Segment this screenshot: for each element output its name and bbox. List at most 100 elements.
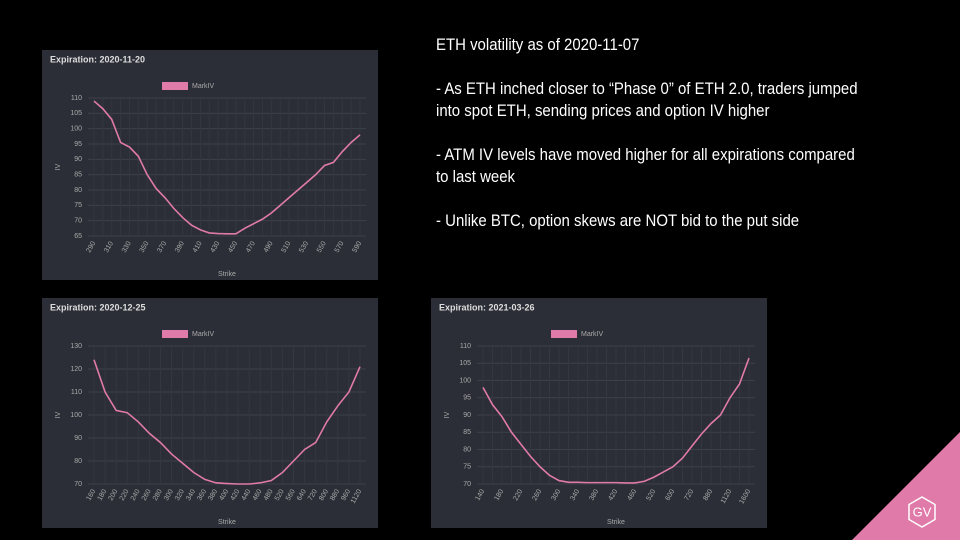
y-tick-label: 70 — [74, 218, 82, 225]
legend-label: MarkIV — [192, 83, 215, 90]
y-tick-label: 120 — [70, 366, 82, 373]
x-tick-label: 370 — [156, 240, 168, 254]
legend-swatch — [162, 330, 188, 338]
x-tick-label: 720 — [307, 488, 319, 502]
bullet: - Unlike BTC, option skews are NOT bid t… — [436, 211, 800, 230]
x-tick-label: 380 — [588, 488, 600, 502]
x-tick-label: 220 — [119, 488, 131, 502]
chart-panel — [42, 298, 378, 528]
y-tick-label: 75 — [463, 464, 471, 471]
text-block: ETH volatility as of 2020-11-07 - As ETH… — [436, 34, 867, 254]
x-tick-label: 520 — [274, 488, 286, 502]
x-tick-label: 180 — [493, 488, 505, 502]
x-tick-label: 280 — [152, 488, 164, 502]
x-tick-label: 300 — [163, 488, 175, 502]
y-tick-label: 105 — [70, 110, 82, 117]
y-tick-label: 90 — [74, 156, 82, 163]
x-tick-label: 960 — [340, 488, 352, 502]
x-tick-label: 420 — [230, 488, 242, 502]
x-tick-label: 240 — [130, 488, 142, 502]
x-tick-label: 800 — [318, 488, 330, 502]
x-tick-label: 350 — [139, 240, 151, 254]
x-tick-label: 310 — [103, 240, 115, 254]
x-tick-label: 330 — [121, 240, 133, 254]
x-tick-label: 200 — [108, 488, 120, 502]
x-tick-label: 180 — [97, 488, 109, 502]
x-tick-label: 420 — [607, 488, 619, 502]
x-tick-label: 140 — [474, 488, 486, 502]
y-tick-label: 110 — [460, 343, 471, 350]
logo: GV — [913, 504, 932, 519]
y-tick-label: 100 — [459, 377, 471, 384]
x-tick-label: 460 — [252, 488, 264, 502]
x-tick-label: 260 — [531, 488, 543, 502]
x-tick-label: 490 — [263, 240, 275, 254]
y-tick-label: 80 — [74, 187, 82, 194]
x-tick-label: 300 — [550, 488, 562, 502]
y-tick-label: 105 — [459, 360, 471, 367]
bullet: - As ETH inched closer to “Phase 0” of E… — [436, 79, 858, 120]
y-tick-label: 80 — [463, 446, 471, 453]
x-tick-label: 410 — [192, 240, 204, 254]
y-tick-label: 80 — [74, 458, 82, 465]
x-tick-label: 480 — [263, 488, 275, 502]
x-axis-label: Strike — [218, 519, 236, 526]
y-tick-label: 70 — [74, 481, 82, 488]
corner-decoration — [852, 432, 960, 540]
x-tick-label: 320 — [174, 488, 186, 502]
x-tick-label: 720 — [683, 488, 695, 502]
y-tick-label: 100 — [70, 412, 82, 419]
x-axis-label: Strike — [218, 271, 236, 278]
x-tick-label: 160 — [85, 488, 97, 502]
x-tick-label: 600 — [664, 488, 676, 502]
y-tick-label: 95 — [463, 395, 471, 402]
legend-swatch — [551, 330, 577, 338]
series-line — [93, 100, 361, 235]
series-line — [482, 357, 750, 484]
y-tick-label: 65 — [74, 233, 82, 240]
x-tick-label: 340 — [569, 488, 581, 502]
x-tick-label: 260 — [141, 488, 153, 502]
y-tick-label: 85 — [463, 429, 471, 436]
legend-label: MarkIV — [581, 331, 604, 338]
x-tick-label: 440 — [241, 488, 253, 502]
x-tick-label: 510 — [280, 240, 292, 254]
y-tick-label: 90 — [74, 435, 82, 442]
y-axis-label: IV — [55, 163, 62, 170]
y-tick-label: 70 — [463, 481, 471, 488]
bullet: - ATM IV levels have moved higher for al… — [436, 145, 855, 186]
series-line — [93, 359, 361, 485]
y-tick-label: 85 — [74, 172, 82, 179]
x-tick-label: 470 — [245, 240, 257, 254]
x-tick-label: 460 — [626, 488, 638, 502]
y-tick-label: 110 — [71, 95, 82, 102]
x-tick-label: 430 — [210, 240, 222, 254]
y-tick-label: 75 — [74, 202, 82, 209]
y-tick-label: 90 — [463, 412, 471, 419]
x-tick-label: 290 — [85, 240, 97, 254]
x-tick-label: 560 — [285, 488, 297, 502]
y-axis-label: IV — [444, 411, 451, 418]
x-tick-label: 880 — [702, 488, 714, 502]
chart-title: Expiration: 2020-11-20 — [50, 54, 145, 64]
logo-hexagon — [908, 496, 936, 528]
x-tick-label: 880 — [329, 488, 341, 502]
x-tick-label: 400 — [218, 488, 230, 502]
y-tick-label: 130 — [70, 343, 82, 350]
legend-swatch — [162, 82, 188, 90]
y-axis-label: IV — [55, 411, 62, 418]
x-tick-label: 360 — [196, 488, 208, 502]
x-tick-label: 390 — [174, 240, 186, 254]
x-tick-label: 380 — [207, 488, 219, 502]
x-tick-label: 590 — [351, 240, 363, 254]
x-tick-label: 520 — [645, 488, 657, 502]
y-tick-label: 110 — [71, 389, 82, 396]
x-tick-label: 640 — [296, 488, 308, 502]
y-tick-label: 95 — [74, 141, 82, 148]
x-axis-label: Strike — [607, 519, 625, 526]
x-tick-label: 550 — [316, 240, 328, 254]
x-tick-label: 220 — [512, 488, 524, 502]
slide-title: ETH volatility as of 2020-11-07 — [436, 35, 640, 54]
